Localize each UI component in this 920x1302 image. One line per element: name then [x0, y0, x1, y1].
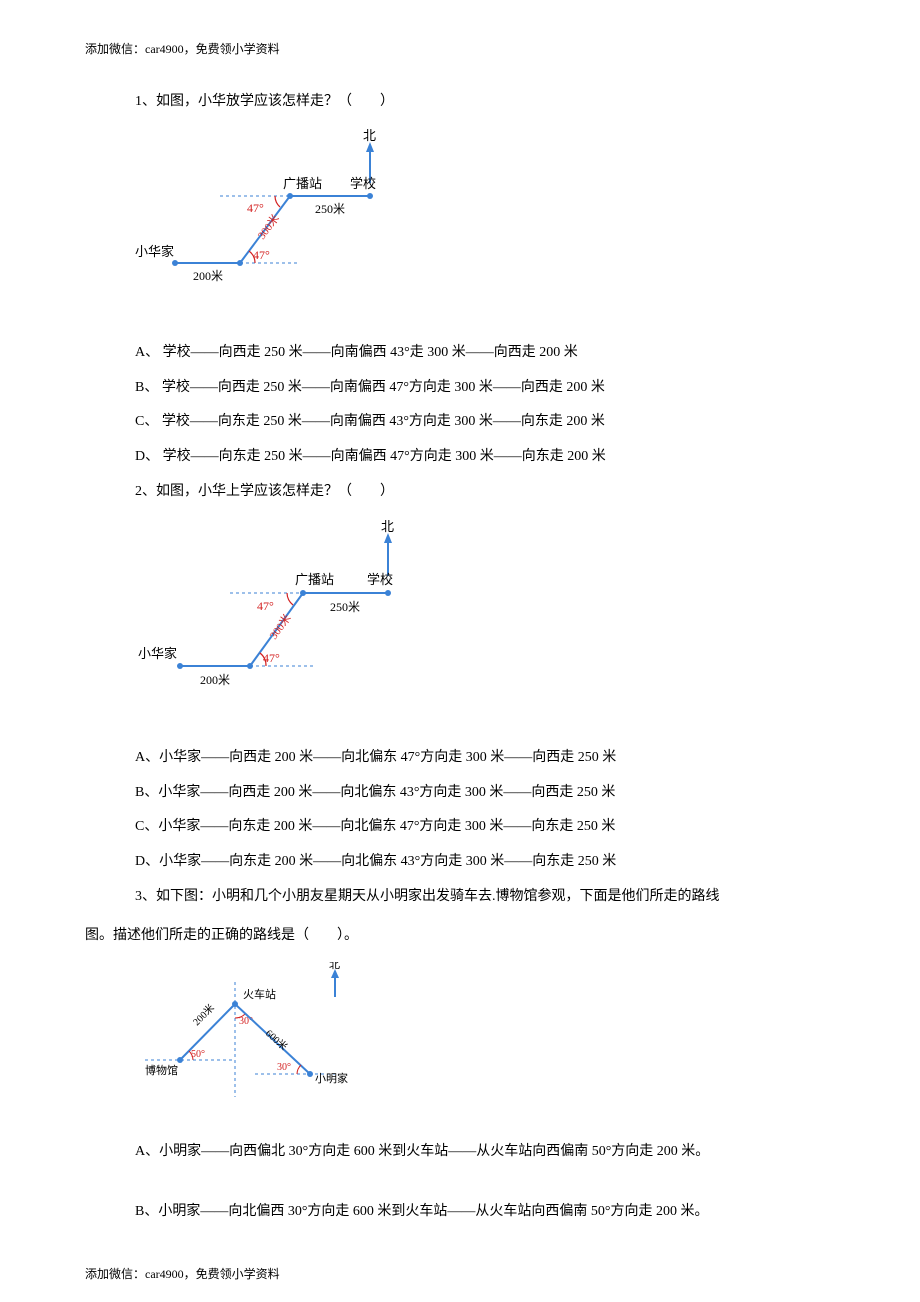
q2-text: 2、如图，小华上学应该怎样走？（ ） [135, 477, 835, 508]
broadcast-label: 广播站 [283, 176, 322, 191]
d250-label: 250米 [315, 202, 345, 216]
svg-text:学校: 学校 [367, 572, 393, 587]
svg-text:小华家: 小华家 [138, 646, 177, 661]
q1-diagram: 北 广播站 学校 250米 47° 300米 47° 小华家 [135, 128, 835, 308]
angle1-label: 47° [247, 201, 264, 215]
q2-opt-b: B、小华家——向西走 200 米——向北偏东 43°方向走 300 米——向西走… [135, 778, 835, 809]
d300-label: 300米 [255, 212, 282, 242]
svg-text:200米: 200米 [190, 1001, 217, 1028]
angle2-label: 47° [253, 248, 270, 262]
q3-opt-b: B、小明家——向北偏西 30°方向走 600 米到火车站——从火车站向西偏南 5… [135, 1197, 835, 1228]
q2-diagram: 北 广播站 学校 250米 47° 300米 47° 小华家 [135, 518, 835, 713]
footer-text: 添加微信：car4900，免费领小学资料 [85, 1265, 280, 1282]
svg-text:300米: 300米 [267, 612, 294, 642]
q1-opt-a: A、 学校——向西走 250 米——向南偏西 43°走 300 米——向西走 2… [135, 338, 835, 369]
svg-text:200米: 200米 [200, 673, 230, 687]
north-label: 北 [363, 128, 376, 143]
q2-opt-d: D、小华家——向东走 200 米——向北偏东 43°方向走 300 米——向东走… [135, 847, 835, 878]
q2-opt-a: A、小华家——向西走 200 米——向北偏东 47°方向走 300 米——向西走… [135, 743, 835, 774]
svg-text:50°: 50° [191, 1049, 205, 1060]
q3-text-1: 3、如下图：小明和几个小朋友星期天从小明家出发骑车去.博物馆参观，下面是他们所走… [135, 882, 835, 913]
svg-text:博物馆: 博物馆 [145, 1063, 178, 1077]
q2-opt-c: C、小华家——向东走 200 米——向北偏东 47°方向走 300 米——向东走… [135, 812, 835, 843]
d200-label: 200米 [193, 269, 223, 283]
svg-text:北: 北 [329, 962, 340, 971]
q3-text-2: 图。描述他们所走的正确的路线是（ ）。 [85, 921, 835, 952]
svg-text:北: 北 [381, 519, 394, 534]
svg-text:小明家: 小明家 [315, 1071, 348, 1085]
svg-text:250米: 250米 [330, 600, 360, 614]
svg-text:47°: 47° [263, 651, 280, 665]
q3-opt-a: A、小明家——向西偏北 30°方向走 600 米到火车站——从火车站向西偏南 5… [135, 1137, 835, 1168]
school-label: 学校 [350, 176, 376, 191]
header-text: 添加微信：car4900，免费领小学资料 [85, 40, 835, 57]
svg-text:47°: 47° [257, 599, 274, 613]
svg-text:广播站: 广播站 [295, 572, 334, 587]
q3-diagram: 北 火车站 博物馆 200米 50° 30° 600米 [135, 962, 835, 1107]
xiaohua-label: 小华家 [135, 244, 174, 259]
svg-text:火车站: 火车站 [243, 987, 276, 1001]
page: 添加微信：car4900，免费领小学资料 1、如图，小华放学应该怎样走？（ ） … [0, 0, 920, 1302]
q1-opt-c: C、 学校——向东走 250 米——向南偏西 43°方向走 300 米——向东走… [135, 407, 835, 438]
q1-text: 1、如图，小华放学应该怎样走？（ ） [135, 87, 835, 118]
svg-text:600米: 600米 [263, 1026, 290, 1052]
svg-text:30°: 30° [277, 1062, 291, 1073]
q1-opt-b: B、 学校——向西走 250 米——向南偏西 47°方向走 300 米——向西走… [135, 373, 835, 404]
q1-opt-d: D、 学校——向东走 250 米——向南偏西 47°方向走 300 米——向东走… [135, 442, 835, 473]
